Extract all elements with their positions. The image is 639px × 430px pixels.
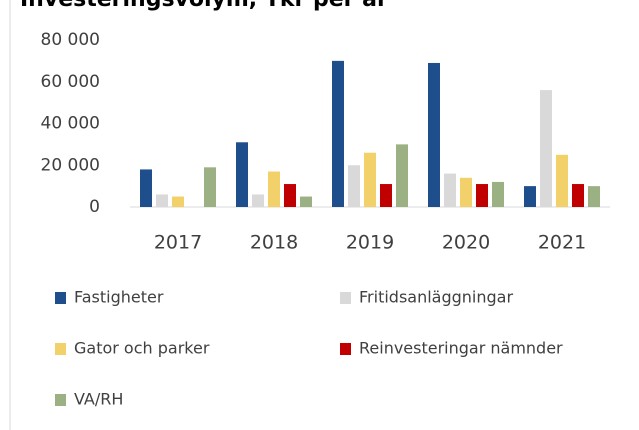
legend-label: Gator och parker xyxy=(74,339,210,358)
legend-swatch xyxy=(55,292,66,304)
bar xyxy=(268,171,280,207)
bar xyxy=(396,144,408,207)
legend-swatch xyxy=(55,394,66,406)
bar xyxy=(236,142,248,207)
legend-swatch xyxy=(340,292,351,304)
x-tick-label: 2020 xyxy=(442,232,490,254)
bar xyxy=(460,177,472,207)
legend-label: Reinvesteringar nämnder xyxy=(359,339,563,358)
y-tick-label: 20 000 xyxy=(41,155,100,175)
legend-label: Fastigheter xyxy=(74,288,164,307)
x-tick-label: 2018 xyxy=(250,232,298,254)
bar xyxy=(156,194,168,207)
legend-swatch xyxy=(55,343,66,355)
bar xyxy=(284,184,296,207)
bar xyxy=(252,194,264,207)
bar xyxy=(540,90,552,207)
y-tick-label: 40 000 xyxy=(41,114,100,134)
bar xyxy=(524,186,536,207)
bar xyxy=(204,167,216,207)
bar xyxy=(300,196,312,207)
y-tick-label: 0 xyxy=(89,197,100,217)
x-tick-label: 2017 xyxy=(154,232,202,254)
bar xyxy=(492,181,504,207)
bar xyxy=(348,165,360,207)
legend-label: Fritidsanläggningar xyxy=(359,288,513,307)
bar xyxy=(428,62,440,208)
x-tick-label: 2019 xyxy=(346,232,394,254)
bar xyxy=(332,60,344,207)
legend-swatch xyxy=(340,343,351,355)
x-tick-label: 2021 xyxy=(538,232,586,254)
bar xyxy=(476,184,488,207)
bar xyxy=(172,196,184,207)
bar xyxy=(364,152,376,207)
bar xyxy=(380,184,392,207)
bar xyxy=(556,154,568,207)
y-tick-label: 60 000 xyxy=(41,72,100,92)
bar xyxy=(140,169,152,207)
bar xyxy=(588,186,600,207)
legend-label: VA/RH xyxy=(74,390,123,409)
chart-title: Investeringsvolym, Tkr per år xyxy=(20,0,388,12)
y-tick-label: 80 000 xyxy=(41,30,100,50)
bar xyxy=(444,173,456,207)
bar xyxy=(572,184,584,207)
